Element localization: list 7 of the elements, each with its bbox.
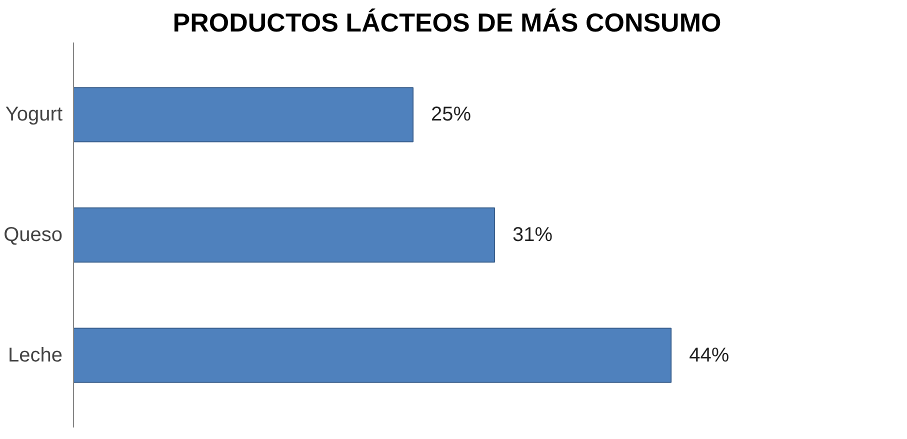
data-label: 31% <box>512 224 553 246</box>
y-tick-label: Leche <box>8 344 63 366</box>
y-tick-label: Yogurt <box>5 104 63 126</box>
data-label: 44% <box>689 344 730 366</box>
chart-title: PRODUCTOS LÁCTEOS DE MÁS CONSUMO <box>172 8 722 38</box>
y-tick-label: Queso <box>4 224 63 246</box>
data-label: 25% <box>431 104 472 126</box>
